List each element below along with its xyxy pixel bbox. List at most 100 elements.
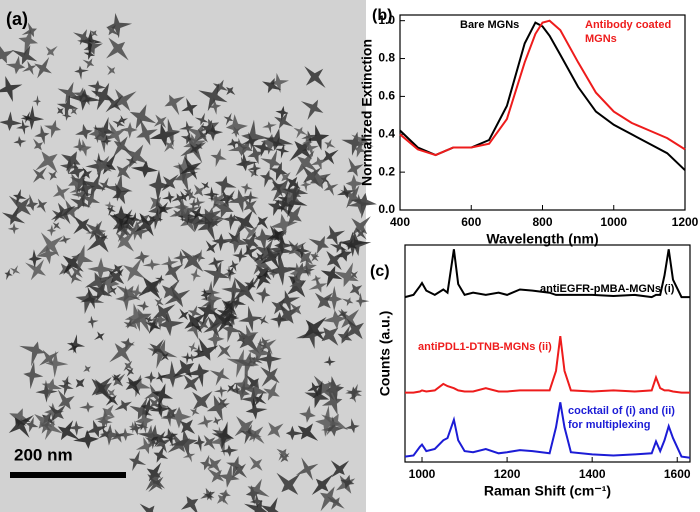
nanostar — [226, 138, 240, 149]
nanostar — [116, 163, 131, 180]
nanostar — [71, 182, 92, 208]
plot-frame — [404, 244, 691, 463]
nanostar — [193, 344, 204, 357]
nanostar — [84, 272, 114, 296]
y-tick-label: 0.2 — [378, 164, 395, 178]
series-label: Antibody coated MGNs — [585, 19, 672, 45]
nanostar — [4, 268, 13, 281]
nanostar — [128, 284, 144, 298]
nanostar — [241, 131, 260, 147]
nanostar — [199, 454, 213, 471]
nanostar — [209, 367, 230, 386]
nanostar — [28, 249, 42, 269]
nanostar — [180, 496, 199, 512]
nanostar — [247, 478, 270, 500]
x-tick-label: 1200 — [672, 215, 699, 229]
nanostar — [200, 285, 223, 310]
nanostar — [183, 188, 193, 197]
nanostar — [239, 380, 268, 400]
series-line — [404, 249, 690, 299]
nanostar — [198, 82, 228, 112]
nanostar — [25, 416, 39, 433]
nanostar — [220, 444, 239, 457]
nanostar — [211, 421, 234, 450]
nanostar — [92, 116, 116, 139]
nanostar — [193, 207, 226, 230]
panel-label: (a) — [6, 9, 28, 29]
nanostar — [255, 347, 282, 374]
nanostar — [256, 268, 271, 290]
nanostar — [106, 65, 116, 76]
nanostar — [88, 124, 108, 144]
nanostar — [50, 202, 76, 225]
nanostar — [88, 39, 97, 48]
nanostar — [248, 338, 273, 362]
x-tick-label: 400 — [390, 215, 410, 229]
nanostar — [207, 193, 222, 208]
nanostar — [208, 256, 225, 272]
nanostar — [314, 292, 333, 309]
nanostar — [44, 119, 61, 139]
nanostar — [160, 352, 169, 362]
nanostar — [322, 285, 343, 312]
nanostar — [222, 318, 243, 343]
nanostar — [57, 378, 74, 397]
nanostar — [207, 329, 225, 351]
nanostar — [233, 371, 254, 396]
nanostar — [180, 419, 196, 434]
nanostar — [201, 181, 210, 190]
nanostar — [329, 240, 348, 253]
nanostar — [83, 365, 91, 373]
nanostar — [81, 167, 93, 179]
nanostar — [309, 251, 320, 260]
nanostar — [99, 269, 120, 297]
nanostar — [106, 24, 120, 36]
nanostar — [326, 250, 345, 271]
nanostar — [150, 433, 160, 442]
nanostar — [221, 278, 247, 304]
nanostar — [213, 385, 229, 398]
nanostar — [223, 301, 236, 313]
nanostar — [278, 303, 298, 324]
nanostar — [311, 474, 334, 495]
nanostar — [148, 311, 167, 331]
y-axis-label: Normalized Extinction — [359, 39, 375, 186]
nanostar — [205, 240, 218, 254]
nanostar — [138, 276, 161, 300]
nanostar — [184, 313, 206, 333]
nanostar — [57, 107, 64, 115]
nanostar — [25, 194, 39, 212]
nanostar — [79, 401, 95, 413]
nanostar — [116, 427, 135, 441]
nanostar — [259, 337, 277, 354]
nanostar — [301, 130, 318, 144]
nanostar — [341, 297, 354, 307]
y-tick-label: 0.6 — [378, 89, 395, 103]
nanostar — [0, 76, 23, 102]
nanostar — [255, 287, 271, 304]
nanostar — [0, 46, 14, 64]
nanostar — [217, 344, 231, 358]
nanostar — [172, 150, 201, 185]
nanostar — [100, 134, 112, 146]
nanostar — [200, 288, 212, 301]
nanostar — [77, 177, 96, 198]
nanostar — [302, 134, 313, 152]
nanostar — [211, 233, 230, 252]
nanostar — [129, 420, 142, 436]
nanostar — [209, 217, 219, 227]
nanostar — [267, 199, 287, 216]
series-label: antiPDL1-DTNB-MGNs (ii) — [418, 341, 552, 353]
nanostar — [330, 460, 350, 478]
nanostar — [66, 334, 86, 354]
nanostar — [321, 386, 343, 416]
nanostar — [48, 404, 66, 424]
nanostar — [106, 388, 116, 398]
nanostar — [105, 395, 119, 406]
nanostar — [158, 118, 181, 147]
nanostar — [254, 252, 264, 262]
nanostar — [85, 220, 107, 241]
nanostar — [78, 139, 92, 157]
nanostar — [247, 144, 264, 165]
nanostar — [226, 349, 255, 378]
